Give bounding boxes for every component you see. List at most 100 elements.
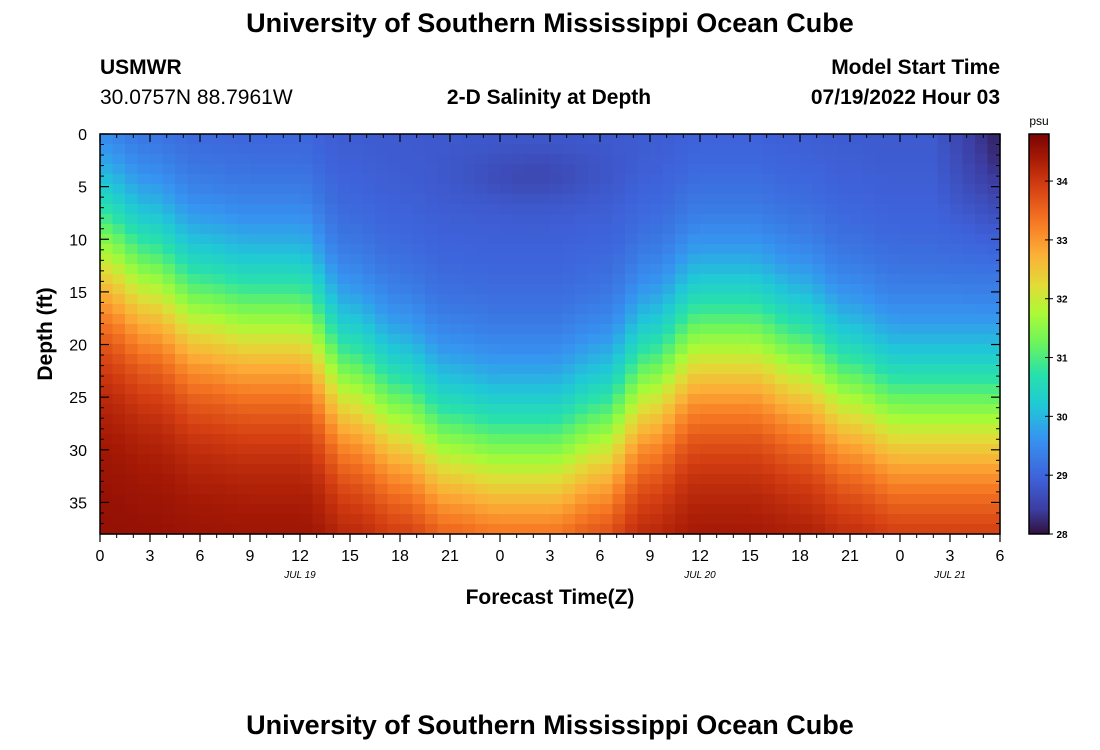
heatmap-cell bbox=[737, 234, 751, 245]
heatmap-cell bbox=[912, 184, 926, 195]
heatmap-cell bbox=[175, 394, 189, 405]
heatmap-cell bbox=[625, 134, 639, 145]
heatmap-cell bbox=[162, 254, 176, 265]
heatmap-cell bbox=[950, 334, 964, 345]
heatmap-cell bbox=[650, 154, 664, 165]
heatmap-cell bbox=[375, 454, 389, 465]
heatmap-cell bbox=[375, 314, 389, 325]
heatmap-cell bbox=[362, 454, 376, 465]
heatmap-cell bbox=[700, 394, 714, 405]
heatmap-cell bbox=[987, 514, 1001, 525]
heatmap-cell bbox=[975, 134, 989, 145]
colorbar-tick-label: 28 bbox=[1056, 530, 1068, 541]
heatmap-cell bbox=[212, 364, 226, 375]
heatmap-cell bbox=[862, 184, 876, 195]
heatmap-cell bbox=[212, 354, 226, 365]
heatmap-cell bbox=[475, 234, 489, 245]
heatmap-cell bbox=[937, 364, 951, 375]
heatmap-cell bbox=[550, 174, 564, 185]
heatmap-cell bbox=[337, 264, 351, 275]
heatmap-cell bbox=[250, 424, 264, 435]
heatmap-cell bbox=[587, 394, 601, 405]
heatmap-cell bbox=[137, 264, 151, 275]
heatmap-cell bbox=[525, 404, 539, 415]
heatmap-cell bbox=[725, 324, 739, 335]
heatmap-cell bbox=[562, 374, 576, 385]
heatmap-cell bbox=[600, 384, 614, 395]
heatmap-cell bbox=[325, 524, 339, 535]
heatmap-cell bbox=[662, 454, 676, 465]
heatmap-cell bbox=[537, 194, 551, 205]
heatmap-cell bbox=[762, 324, 776, 335]
heatmap-cell bbox=[725, 374, 739, 385]
heatmap-cell bbox=[875, 504, 889, 515]
heatmap-cell bbox=[187, 134, 201, 145]
heatmap-cell bbox=[112, 174, 126, 185]
heatmap-cell bbox=[850, 384, 864, 395]
heatmap-cell bbox=[400, 184, 414, 195]
heatmap-cell bbox=[450, 204, 464, 215]
heatmap-cell bbox=[425, 394, 439, 405]
heatmap-cell bbox=[562, 294, 576, 305]
heatmap-cell bbox=[750, 304, 764, 315]
heatmap-cell bbox=[425, 404, 439, 415]
heatmap-cell bbox=[625, 344, 639, 355]
heatmap-cell bbox=[987, 284, 1001, 295]
heatmap-cell bbox=[500, 294, 514, 305]
heatmap-cell bbox=[712, 154, 726, 165]
heatmap-cell bbox=[287, 214, 301, 225]
heatmap-cell bbox=[212, 234, 226, 245]
heatmap-cell bbox=[250, 134, 264, 145]
heatmap-cell bbox=[550, 494, 564, 505]
heatmap-cell bbox=[675, 504, 689, 515]
heatmap-cell bbox=[225, 374, 239, 385]
heatmap-cell bbox=[212, 484, 226, 495]
heatmap-cell bbox=[437, 464, 451, 475]
heatmap-cell bbox=[237, 524, 251, 535]
heatmap-cell bbox=[125, 404, 139, 415]
heatmap-cell bbox=[462, 274, 476, 285]
heatmap-cell bbox=[187, 344, 201, 355]
heatmap-cell bbox=[112, 344, 126, 355]
heatmap-cell bbox=[487, 464, 501, 475]
heatmap-cell bbox=[237, 404, 251, 415]
heatmap-cell bbox=[625, 454, 639, 465]
heatmap-cell bbox=[612, 404, 626, 415]
heatmap-cell bbox=[912, 204, 926, 215]
heatmap-cell bbox=[675, 354, 689, 365]
heatmap-cell bbox=[362, 164, 376, 175]
heatmap-cell bbox=[375, 254, 389, 265]
heatmap-cell bbox=[600, 184, 614, 195]
heatmap-cell bbox=[112, 464, 126, 475]
heatmap-cell bbox=[500, 444, 514, 455]
heatmap-cell bbox=[575, 184, 589, 195]
heatmap-cell bbox=[712, 244, 726, 255]
heatmap-cell bbox=[500, 264, 514, 275]
heatmap-cell bbox=[425, 144, 439, 155]
heatmap-cell bbox=[737, 494, 751, 505]
heatmap-cell bbox=[375, 134, 389, 145]
heatmap-cell bbox=[162, 414, 176, 425]
heatmap-cell bbox=[625, 204, 639, 215]
heatmap-cell bbox=[300, 214, 314, 225]
heatmap-cell bbox=[675, 254, 689, 265]
heatmap-cell bbox=[950, 274, 964, 285]
heatmap-cell bbox=[400, 314, 414, 325]
heatmap-cell bbox=[162, 324, 176, 335]
heatmap-cell bbox=[225, 324, 239, 335]
heatmap-cell bbox=[625, 524, 639, 535]
heatmap-cell bbox=[800, 164, 814, 175]
heatmap-cell bbox=[837, 254, 851, 265]
heatmap-cell bbox=[812, 144, 826, 155]
heatmap-cell bbox=[437, 354, 451, 365]
heatmap-cell bbox=[237, 484, 251, 495]
heatmap-cell bbox=[350, 324, 364, 335]
heatmap-cell bbox=[412, 284, 426, 295]
heatmap-cell bbox=[137, 284, 151, 295]
heatmap-cell bbox=[150, 304, 164, 315]
heatmap-cell bbox=[312, 164, 326, 175]
heatmap-cell bbox=[187, 244, 201, 255]
heatmap-cell bbox=[687, 344, 701, 355]
heatmap-cell bbox=[362, 244, 376, 255]
heatmap-cell bbox=[887, 394, 901, 405]
